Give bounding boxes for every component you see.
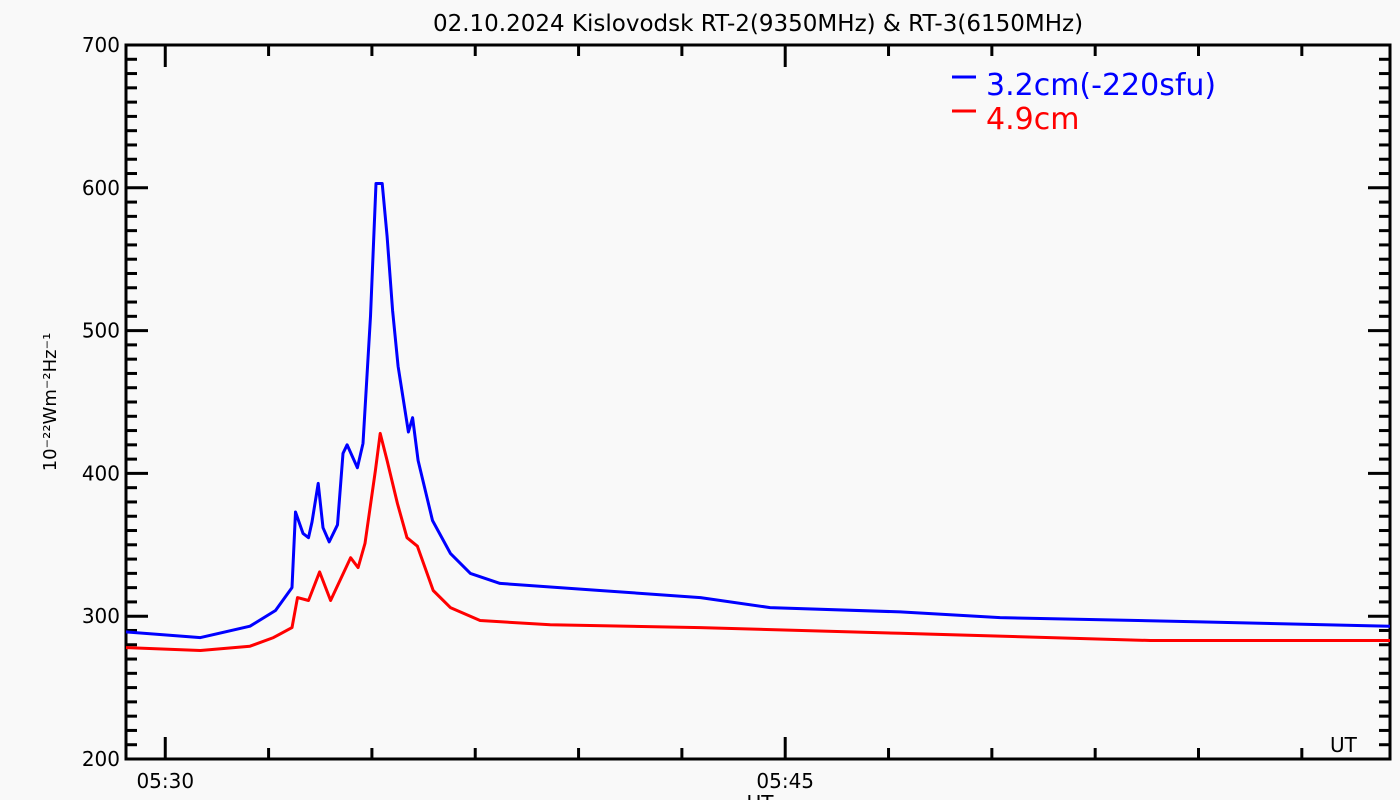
y-tick-label: 500 [82,319,120,343]
y-tick-label: 700 [82,33,120,57]
y-tick-label: 600 [82,176,120,200]
legend: 3.2cm(-220sfu)4.9cm [952,68,1216,137]
series-lines [125,182,1391,652]
axes: 200 300 400 500 600 700 05:30 05:45 [82,33,1392,793]
series-line-2 [125,431,1390,652]
plot-frame [124,43,1392,761]
y-tick-label: 200 [82,747,120,771]
chart-title: 02.10.2024 Kislovodsk RT-2(9350MHz) & RT… [433,11,1083,37]
y-axis-label: 10⁻²²Wm⁻²Hz⁻¹ [40,333,61,472]
legend-label: 4.9cm [986,102,1079,137]
series-line-1 [125,182,1391,640]
y-tick-label: 400 [82,461,120,485]
y-tick-label: 300 [82,604,120,628]
x-tick-label: 05:45 [756,769,814,793]
corner-label: UT [1330,733,1358,757]
legend-label: 3.2cm(-220sfu) [986,68,1216,103]
x-tick-label: 05:30 [136,769,194,793]
x-axis-label: UT [747,791,775,800]
